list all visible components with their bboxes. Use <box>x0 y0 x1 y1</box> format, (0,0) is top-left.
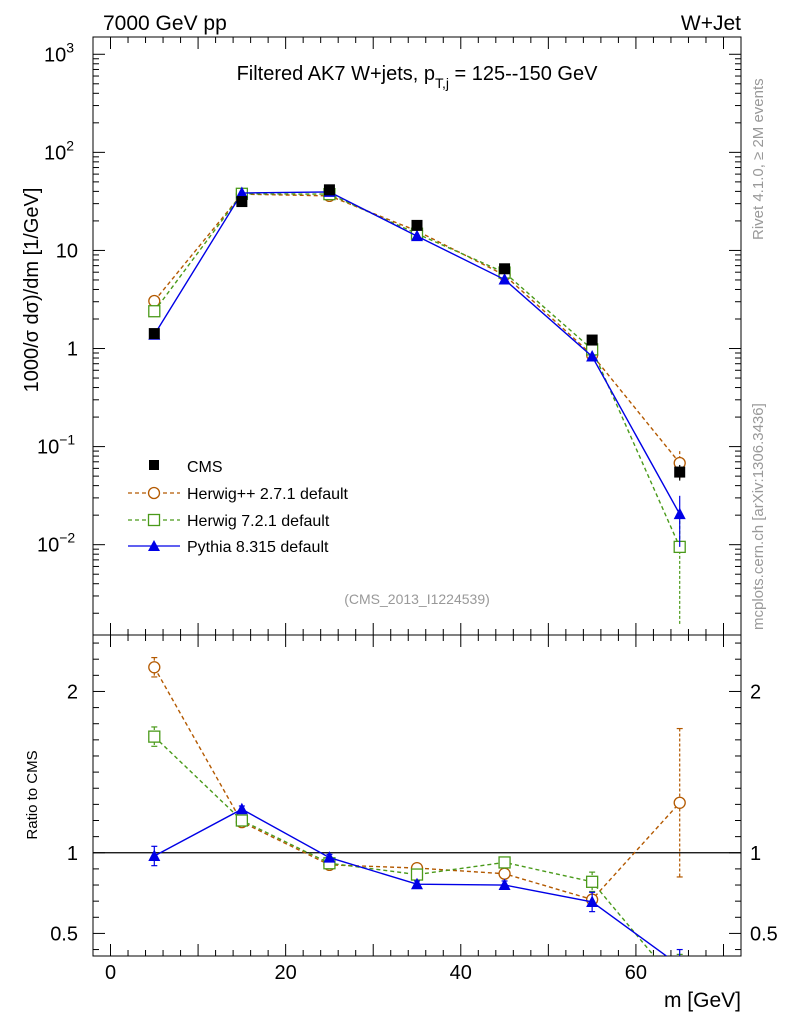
ratio-ytick-label-left: 1 <box>67 843 78 865</box>
ratio-point-herwigpp <box>673 796 686 809</box>
ratio-line-herwig7 <box>153 736 656 956</box>
ratio-xtick-label: 0 <box>105 962 116 984</box>
main-point-herwigpp <box>148 294 161 308</box>
ratio-point-herwigpp <box>148 661 161 674</box>
main-ytick-label: 10 <box>56 240 78 262</box>
main-point-pythia <box>235 186 248 199</box>
main-ytick-label: 103 <box>44 39 74 66</box>
ratio-point-pythia <box>323 851 336 863</box>
main-point-cms <box>323 184 335 196</box>
ratio-series-layer <box>148 656 686 971</box>
ratio-xtick-label: 20 <box>275 962 297 984</box>
ratio-series-herwigpp <box>148 656 686 906</box>
legend-label-herwigpp: Herwig++ 2.7.1 default <box>187 486 349 503</box>
main-point-herwig7 <box>148 305 161 318</box>
main-ytick-label: 10−2 <box>37 530 75 557</box>
main-series-herwig7 <box>148 187 686 626</box>
ratio-ytick-label-left: 0.5 <box>50 923 78 945</box>
ratio-xtick-label: 60 <box>625 962 647 984</box>
rivet-version-label: Rivet 4.1.0, ≥ 2M events <box>750 78 767 240</box>
ratio-point-herwig7 <box>235 814 249 827</box>
main-point-pythia <box>498 273 511 285</box>
ratio-axis-ticks: 2 2 1 1 0.5 0.5 0 20 40 60 <box>50 635 778 984</box>
ratio-point-pythia <box>235 802 248 815</box>
legend-entry-herwigpp: Herwig++ 2.7.1 default <box>128 486 349 503</box>
main-point-cms <box>499 263 511 275</box>
ratio-point-pythia <box>411 877 423 890</box>
main-point-pythia <box>411 229 423 242</box>
ratio-series-pythia <box>148 802 686 971</box>
ratio-ytick-label-right: 0.5 <box>750 923 778 945</box>
legend-label-herwig7: Herwig 7.2.1 default <box>187 513 330 530</box>
legend-marker-herwig7 <box>147 513 161 527</box>
main-point-pythia <box>673 507 686 520</box>
ratio-ytick-label-right: 2 <box>750 681 761 703</box>
legend-marker-pythia <box>148 540 160 551</box>
legend-entry-herwig7: Herwig 7.2.1 default <box>128 513 330 530</box>
main-point-cms <box>236 196 248 208</box>
mcplots-label: mcplots.cern.ch [arXiv:1306.3436] <box>750 403 767 630</box>
ratio-ytick-label-left: 2 <box>67 681 78 703</box>
ratio-point-herwig7 <box>585 875 599 888</box>
main-series-cms <box>148 184 686 481</box>
main-ytick-label: 10−1 <box>37 432 75 459</box>
ratio-point-herwig7 <box>148 730 161 743</box>
ratio-point-pythia <box>674 959 686 971</box>
legend-entry-cms: CMS <box>149 459 223 476</box>
main-ytick-label: 1 <box>67 339 78 361</box>
analysis-reference: (CMS_2013_I1224539) <box>344 591 490 607</box>
main-point-cms <box>586 334 598 346</box>
ratio-series-herwig7 <box>148 726 683 956</box>
ratio-point-herwigpp <box>498 867 511 880</box>
legend-marker-cms <box>149 460 159 470</box>
main-series-layer <box>148 184 686 626</box>
ratio-plot-frame <box>92 634 742 957</box>
main-point-cms <box>148 328 160 340</box>
x-axis-label: m [GeV] <box>664 989 741 1012</box>
legend-marker-herwigpp <box>147 486 161 500</box>
main-point-cms <box>674 466 686 478</box>
main-ylabel: 1000/σ dσ)/dm [1/GeV] <box>21 188 43 393</box>
ratio-point-pythia <box>148 849 161 861</box>
ratio-ytick-label-right: 1 <box>750 843 761 865</box>
legend: CMS Herwig++ 2.7.1 default Herwig 7.2.1 … <box>128 459 349 556</box>
legend-entry-pythia: Pythia 8.315 default <box>128 539 329 556</box>
legend-label-cms: CMS <box>187 459 223 476</box>
ratio-point-herwig7 <box>498 856 511 869</box>
ratio-xtick-label: 40 <box>450 962 472 984</box>
main-title: Filtered AK7 W+jets, pT,j = 125--150 GeV <box>237 63 599 91</box>
collision-label: 7000 GeV pp <box>103 12 227 35</box>
main-ytick-label: 102 <box>44 137 74 164</box>
main-point-pythia <box>586 349 599 362</box>
ratio-point-pythia <box>498 878 511 891</box>
legend-label-pythia: Pythia 8.315 default <box>187 539 329 556</box>
ratio-point-pythia <box>586 895 599 907</box>
ratio-ylabel: Ratio to CMS <box>24 750 41 839</box>
main-point-cms <box>411 219 423 231</box>
process-label: W+Jet <box>681 12 741 35</box>
